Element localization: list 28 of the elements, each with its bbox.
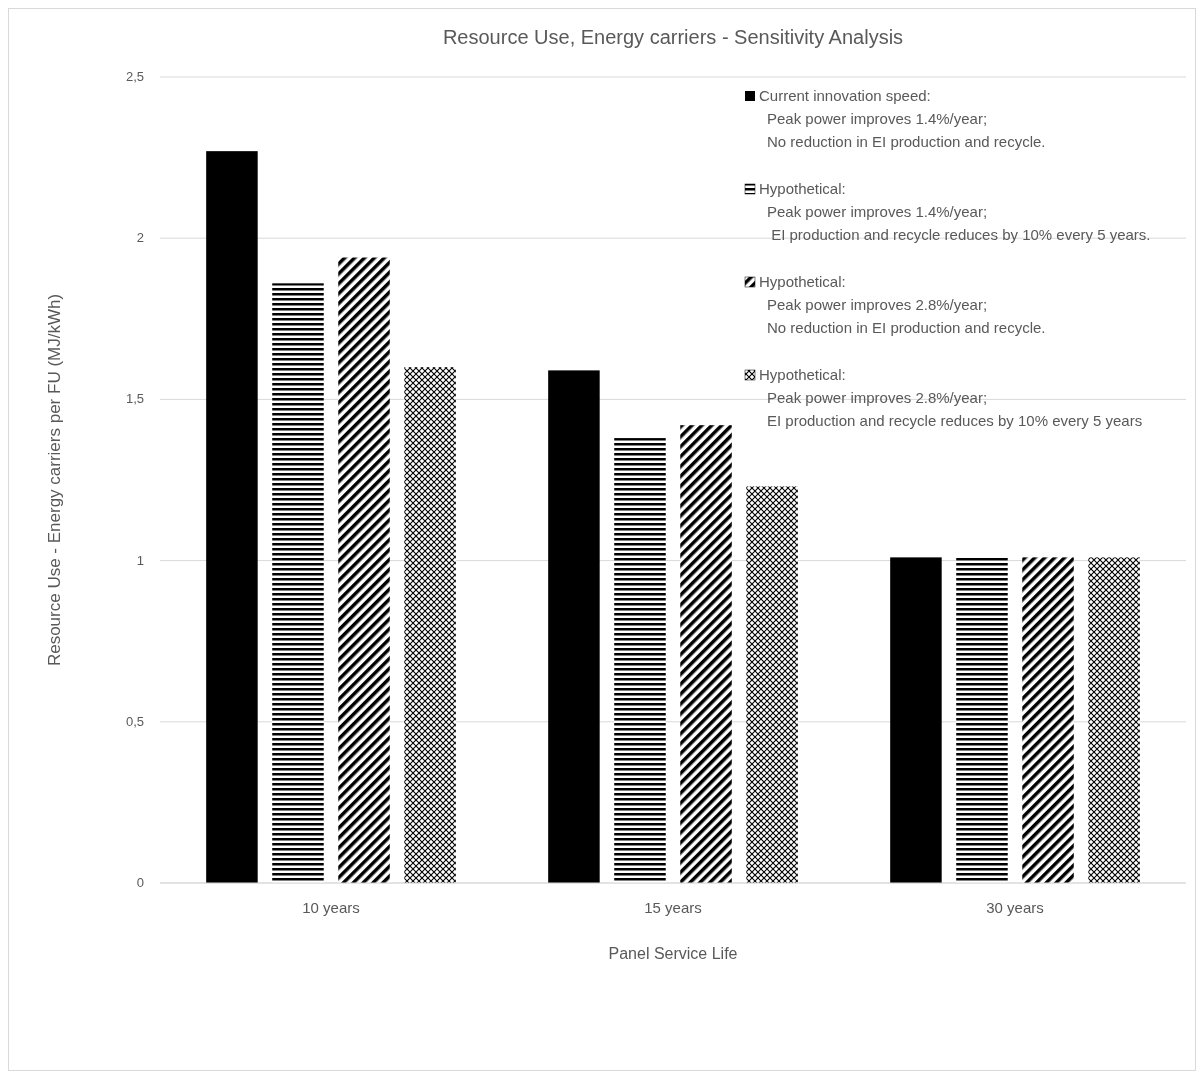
y-tick-label: 0,5 xyxy=(125,713,144,729)
x-tick-label: 10 years xyxy=(302,899,360,916)
bar xyxy=(614,438,666,883)
x-tick-label: 30 years xyxy=(986,899,1044,916)
y-tick-label: 0 xyxy=(136,875,144,890)
bar xyxy=(680,425,732,883)
legend-label: Hypothetical: Peak power improves 2.8%/year; EI production and recycle reduces by 10% every 5 years xyxy=(759,366,1143,429)
y-tick-label: 1,5 xyxy=(125,391,144,407)
bar xyxy=(548,370,600,883)
x-tick-label: 15 years xyxy=(644,899,702,916)
bar xyxy=(206,151,258,883)
y-tick-label: 2 xyxy=(136,230,144,246)
bar xyxy=(338,257,390,883)
bar xyxy=(746,486,798,883)
chart-title: Resource Use, Energy carriers - Sensitivity Analysis xyxy=(442,26,904,48)
bar xyxy=(890,557,942,883)
bar xyxy=(404,367,456,883)
legend-label: Hypothetical: Peak power improves 1.4%/year; EI production and recycle reduces by 10% every 5 years. xyxy=(759,180,1151,243)
legend-label: Hypothetical: Peak power improves 2.8%/year; No reduction in EI production and recycle. xyxy=(759,273,1046,336)
bar xyxy=(1088,557,1140,883)
bar xyxy=(272,283,324,883)
y-axis-title: Resource Use - Energy carriers per FU (MJ/kWh) xyxy=(45,293,64,667)
bar xyxy=(956,557,1008,883)
y-tick-label: 1 xyxy=(136,552,144,568)
bar xyxy=(1022,557,1074,883)
legend-label: Current innovation speed: Peak power improves 1.4%/year; No reduction in EI production and recycle. xyxy=(759,87,1046,150)
y-tick-label: 2,5 xyxy=(125,69,144,84)
x-axis-title: Panel Service Life xyxy=(608,945,738,962)
